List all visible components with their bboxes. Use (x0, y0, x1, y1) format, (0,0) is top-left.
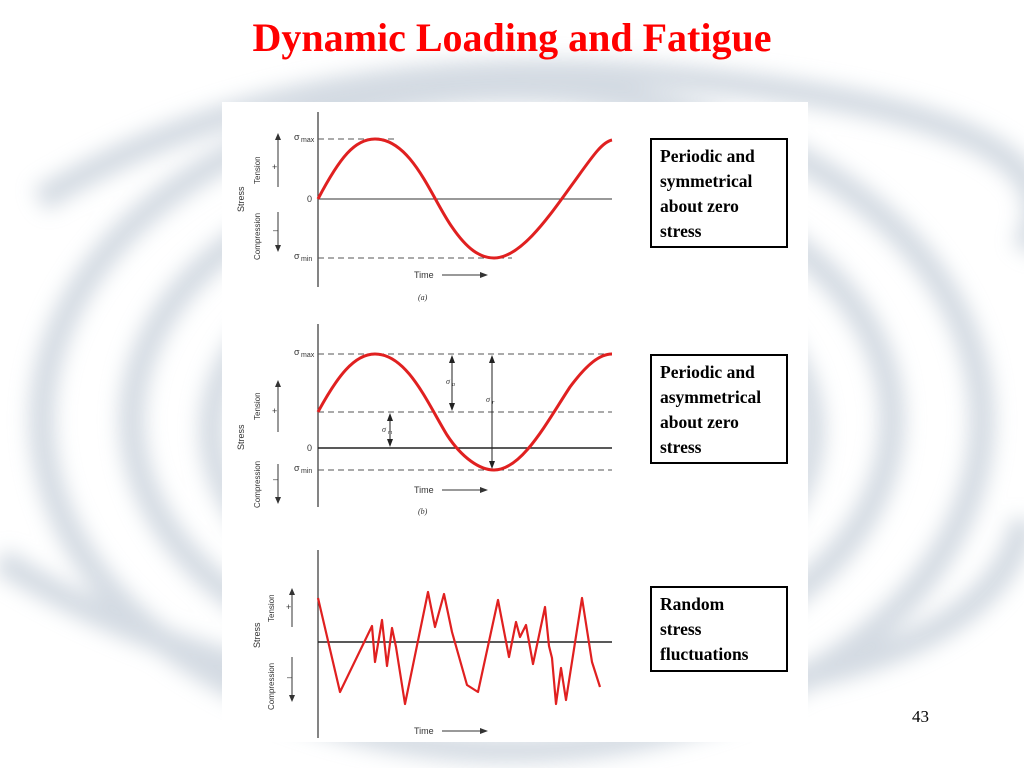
panel-b-zero-label: 0 (307, 443, 312, 453)
panel-a-sigma-min: min (301, 256, 312, 263)
panel-b: σ a σ r σ m σ max σ min 0 Stress Tension… (236, 324, 613, 516)
panel-c-random-curve (316, 590, 602, 706)
panel-b-time-label: Time (414, 485, 434, 495)
stress-diagram: σ max σ min 0 Stress Tension Compression… (236, 112, 613, 738)
panel-b-plus: + (272, 406, 277, 416)
svg-text:σ: σ (294, 463, 300, 473)
panel-a-plus: + (272, 162, 277, 172)
panel-a-description: Periodic and symmetrical about zero stre… (650, 138, 788, 248)
panel-b-sigma-r: r (492, 400, 495, 406)
page-number: 43 (912, 707, 929, 726)
panel-c-minus: – (287, 672, 292, 682)
panel-a-stress-label: Stress (236, 186, 246, 212)
panel-b-minus: – (273, 474, 278, 484)
panel-c: Stress Tension Compression + – Time (252, 550, 612, 738)
panel-a-tension-label: Tension (253, 156, 262, 184)
panel-c-plus: + (286, 602, 291, 612)
panel-a-minus: – (273, 225, 278, 235)
panel-c-stress-label: Stress (252, 622, 262, 648)
svg-text:σ: σ (294, 132, 300, 142)
svg-text:σ: σ (294, 347, 300, 357)
panel-c-tension-label: Tension (267, 594, 276, 622)
panel-a-sigma-max: max (301, 137, 315, 144)
panel-a-zero-label: 0 (307, 194, 312, 204)
panel-b-sigma-a: a (452, 382, 455, 388)
svg-text:σ: σ (294, 251, 300, 261)
panel-a-time-label: Time (414, 270, 434, 280)
panel-b-curve (316, 352, 613, 472)
panel-b-stress-label: Stress (236, 424, 246, 450)
panel-b-description: Periodic and asymmetrical about zero str… (650, 354, 788, 464)
panel-a-caption: (a) (418, 293, 428, 302)
svg-text:σ: σ (486, 395, 491, 404)
panel-b-sigma-m: m (388, 430, 393, 436)
panel-b-sigma-min: min (301, 468, 312, 475)
panel-b-caption: (b) (418, 507, 428, 516)
panel-b-sigma-max: max (301, 352, 315, 359)
svg-text:σ: σ (382, 425, 387, 434)
panel-a-compression-label: Compression (253, 213, 262, 260)
slide-title: Dynamic Loading and Fatigue (252, 15, 772, 60)
panel-b-tension-label: Tension (253, 392, 262, 420)
panel-c-compression-label: Compression (267, 663, 276, 710)
panel-b-compression-label: Compression (253, 461, 262, 508)
panel-c-description: Random stress fluctuations (650, 586, 788, 672)
panel-c-time-label: Time (414, 726, 434, 736)
panel-a: σ max σ min 0 Stress Tension Compression… (236, 112, 613, 302)
panel-a-curve (316, 137, 613, 260)
svg-text:σ: σ (446, 377, 451, 386)
